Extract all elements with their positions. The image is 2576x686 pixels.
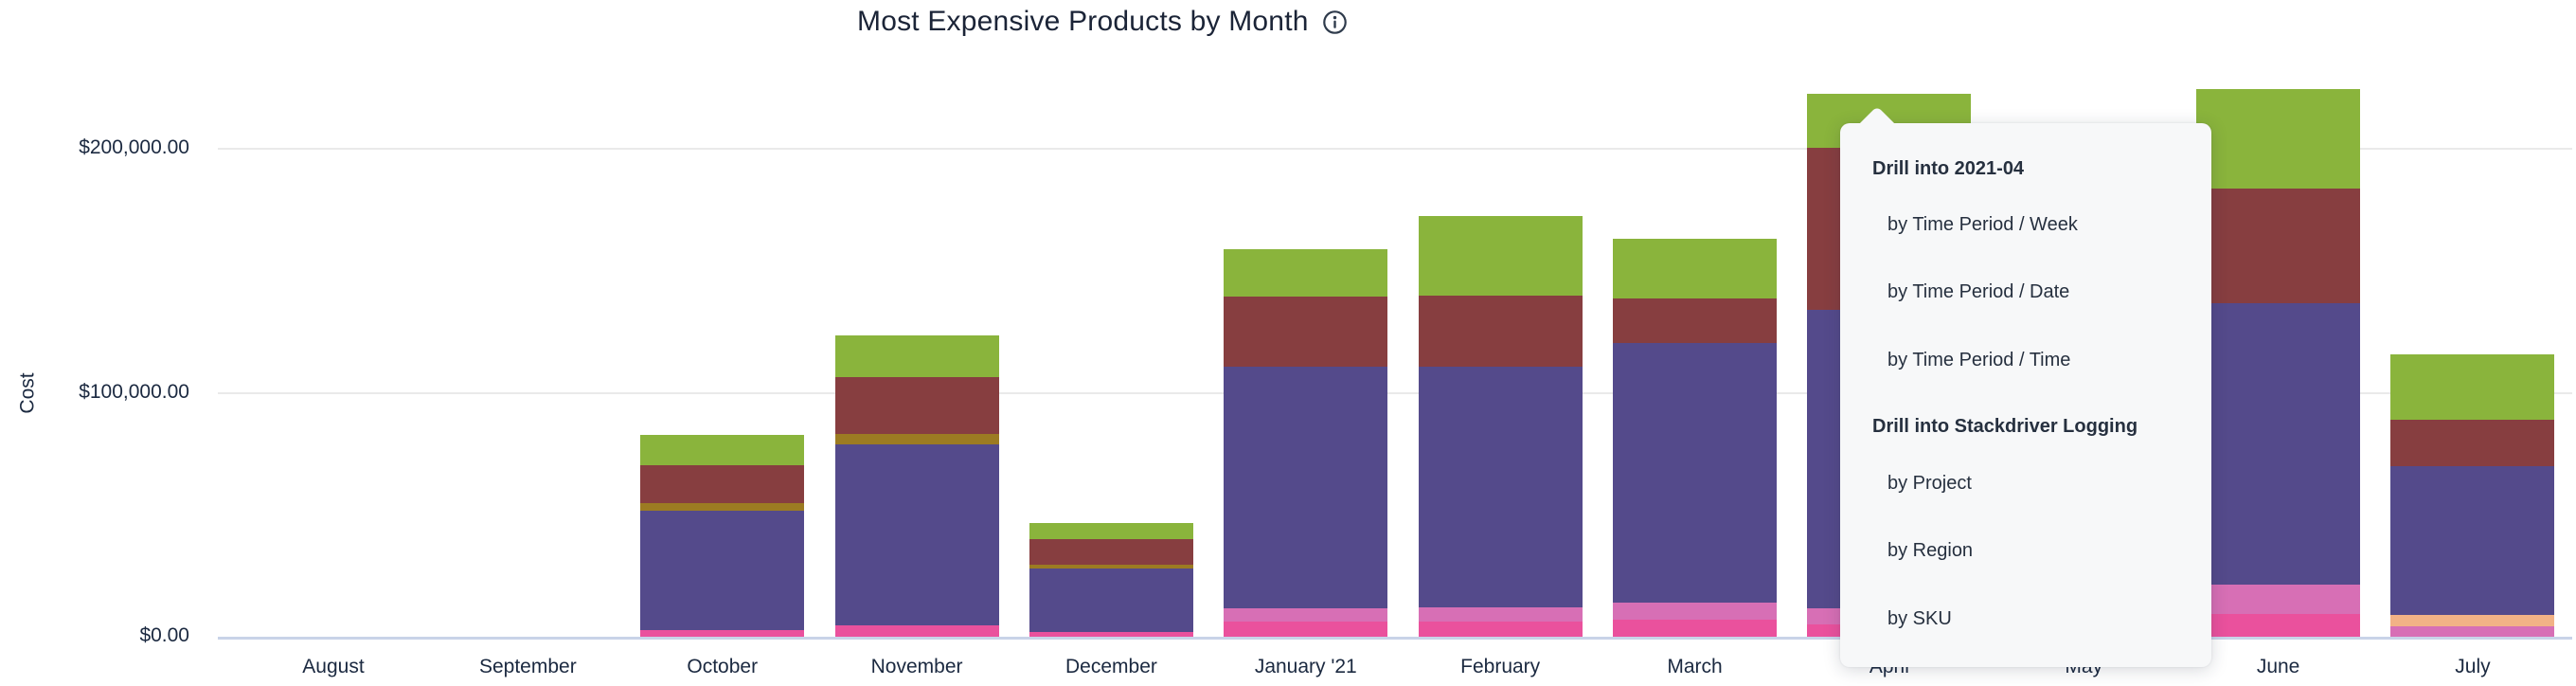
bar-segment-green[interactable]	[1613, 238, 1778, 298]
menu-section-header: Drill into Stackdriver Logging	[1872, 416, 2138, 437]
bar-segment-maroon[interactable]	[640, 465, 805, 504]
title-row: Most Expensive Products by Month	[857, 0, 1348, 44]
menu-item[interactable]: by Time Period / Time	[1887, 350, 2071, 370]
bar-segment-green[interactable]	[2390, 353, 2555, 420]
bar-segment-maroon[interactable]	[1029, 539, 1193, 566]
bar-segment-purple[interactable]	[2390, 465, 2555, 615]
bar-segment-orange[interactable]	[2390, 614, 2555, 626]
menu-section-header: Drill into 2021-04	[1872, 158, 2025, 179]
bar-segment-light_pink[interactable]	[2390, 625, 2555, 637]
x-tick-label: June	[2256, 656, 2300, 677]
x-tick-label: January '21	[1254, 656, 1357, 677]
bar-segment-pink[interactable]	[834, 624, 999, 637]
bar-segment-green[interactable]	[834, 334, 999, 377]
bar-segment-olive[interactable]	[1029, 565, 1193, 569]
menu-item[interactable]: by Project	[1887, 473, 1972, 494]
bar-segment-maroon[interactable]	[2196, 189, 2361, 304]
x-tick-label: December	[1065, 656, 1157, 677]
bar-segment-pink[interactable]	[1029, 632, 1193, 637]
x-tick-label: July	[2455, 656, 2491, 677]
bar-segment-pink[interactable]	[1224, 622, 1388, 637]
bar-segment-purple[interactable]	[640, 511, 805, 631]
bar-segment-pink[interactable]	[2196, 614, 2361, 637]
bar-segment-purple[interactable]	[1418, 367, 1583, 608]
menu-item[interactable]: by Time Period / Week	[1887, 214, 2078, 235]
bar-segment-maroon[interactable]	[1418, 296, 1583, 368]
bar-segment-purple[interactable]	[1029, 569, 1193, 633]
bar-segment-olive[interactable]	[640, 503, 805, 512]
bar-segment-pink[interactable]	[640, 630, 805, 637]
bar-segment-maroon[interactable]	[2390, 419, 2555, 466]
bar-segment-green[interactable]	[640, 435, 805, 466]
bar-segment-maroon[interactable]	[1224, 297, 1388, 368]
bar-segment-purple[interactable]	[834, 443, 999, 625]
bar-segment-maroon[interactable]	[1613, 298, 1778, 343]
menu-item[interactable]: by Time Period / Date	[1887, 281, 2070, 302]
bar-segment-light_pink[interactable]	[1418, 607, 1583, 623]
x-tick-label: February	[1460, 656, 1541, 677]
bar-segment-green[interactable]	[1418, 216, 1583, 297]
menu-item[interactable]: by SKU	[1887, 608, 1952, 629]
x-tick-label: August	[302, 656, 365, 677]
info-icon[interactable]	[1322, 9, 1348, 35]
bar-segment-pink[interactable]	[1613, 619, 1778, 637]
y-tick-label: $0.00	[139, 624, 189, 646]
gridline	[218, 391, 2572, 394]
y-tick-label: $100,000.00	[79, 380, 189, 403]
drill-down-menu: Drill into 2021-04 by Time Period / Week b…	[1840, 105, 2211, 667]
bar-segment-maroon[interactable]	[834, 376, 999, 434]
menu-item[interactable]: by Region	[1887, 540, 1974, 561]
bar-segment-purple[interactable]	[1224, 367, 1388, 609]
bar-segment-light_pink[interactable]	[2196, 585, 2361, 615]
bar-segment-green[interactable]	[1029, 523, 1193, 539]
x-tick-label: September	[478, 656, 577, 677]
y-tick-label: $200,000.00	[79, 136, 189, 158]
bar-segment-light_pink[interactable]	[1613, 602, 1778, 620]
chart-title: Most Expensive Products by Month	[857, 6, 1309, 37]
bar-segment-purple[interactable]	[1613, 342, 1778, 603]
x-tick-label: November	[870, 656, 963, 677]
bar-segment-pink[interactable]	[1418, 622, 1583, 637]
bar-segment-green[interactable]	[1224, 249, 1388, 298]
bar-segment-green[interactable]	[2196, 89, 2361, 190]
x-tick-label: March	[1667, 656, 1723, 677]
bar-segment-purple[interactable]	[2196, 303, 2361, 586]
x-axis-line	[218, 637, 2572, 640]
bar-segment-olive[interactable]	[834, 433, 999, 444]
bar-segment-light_pink[interactable]	[1224, 608, 1388, 623]
x-tick-label: October	[687, 656, 759, 677]
gridline	[218, 148, 2572, 150]
